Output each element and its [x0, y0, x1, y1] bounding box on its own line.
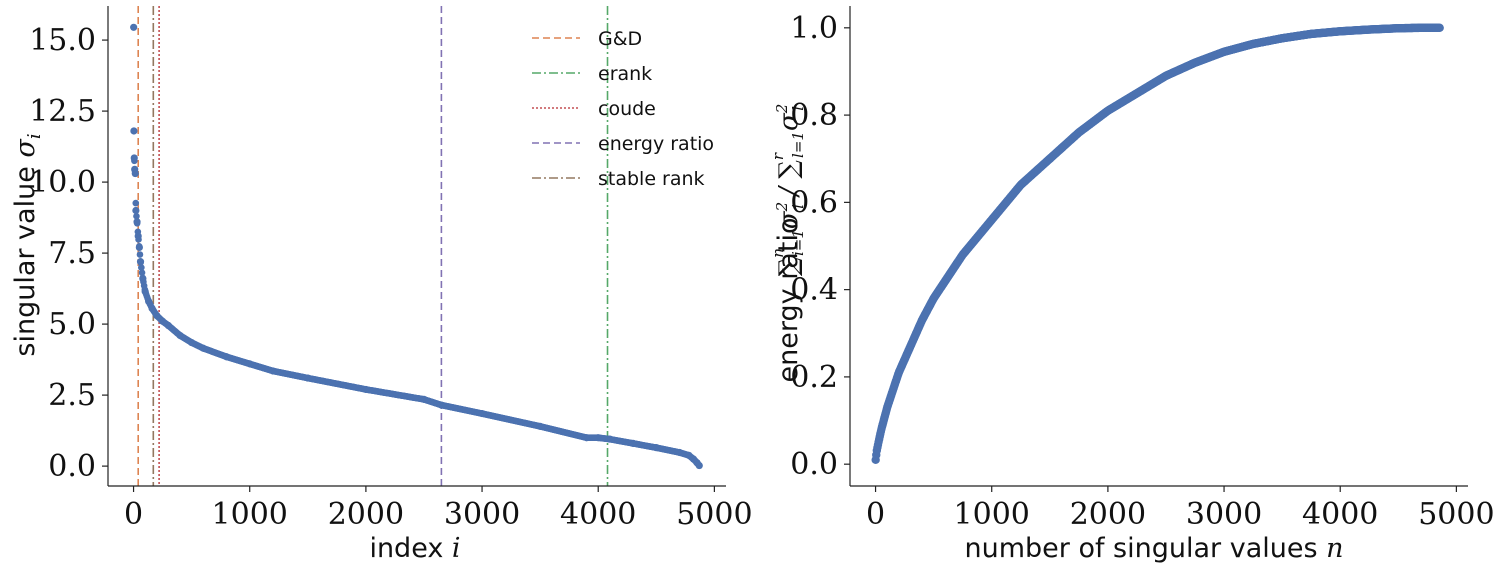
- data-point: [138, 269, 146, 276]
- data-point: [136, 251, 144, 258]
- reference-lines: [137, 6, 609, 486]
- data-point: [131, 168, 139, 176]
- legend-item-coude: coude: [532, 98, 656, 120]
- legend-item-energy-ratio: energy ratio: [532, 133, 714, 155]
- data-point: [134, 228, 142, 236]
- y-tick-label: 5.0: [48, 307, 96, 342]
- data-point: [135, 242, 143, 250]
- y-tick-label: 0.6: [790, 185, 838, 220]
- x-tick-label: 0: [866, 497, 885, 532]
- y-tick-label: 12.5: [29, 94, 96, 129]
- y-axis-label-left: singular value σi: [10, 133, 45, 356]
- energy-ratio-plot: 0 1000 2000 3000 4000 50000.00.20.40.60.81.0 …: [769, 6, 1494, 564]
- data-point: [1435, 23, 1444, 33]
- y-tick-label: 0.0: [790, 447, 838, 482]
- y-tick-label: 0.4: [790, 273, 838, 308]
- x-tick-label: 3000: [444, 497, 520, 532]
- y-tick-label: 1.0: [790, 11, 838, 46]
- legend-label: coude: [598, 98, 656, 120]
- data-point: [133, 212, 140, 220]
- legend-label: G&D: [598, 28, 642, 50]
- x-tick-label: 2000: [1070, 497, 1146, 532]
- singular-value-plot: 0 1000 2000 3000 4000 5000 0.0 2.5 5.0 7.5 10.0 12.…: [10, 6, 753, 564]
- data-point: [137, 259, 144, 266]
- data-point: [133, 219, 141, 227]
- x-tick-label: 4000: [560, 497, 636, 532]
- data-point: [138, 264, 145, 271]
- x-tick-label: 2000: [328, 497, 404, 532]
- x-axis-label-left: index i: [369, 533, 460, 564]
- legend-label: stable rank: [598, 168, 705, 190]
- svg-text:energy ratio: energy ratio: [773, 218, 804, 383]
- x-tick-label: 5000: [676, 497, 752, 532]
- data-point: [135, 236, 142, 243]
- x-tick-label: 5000: [1418, 497, 1494, 532]
- y-tick-label: 0.0: [48, 449, 96, 484]
- singular-value-points: [130, 23, 703, 470]
- legend-item-erank: erank: [532, 63, 652, 85]
- right-axes: 0 1000 2000 3000 4000 5000 0.0 0.2 0.4 0.6 0.8 1.0: [790, 6, 1494, 532]
- y-tick-label: 2.5: [48, 378, 96, 413]
- y-tick-label: 0.2: [790, 360, 838, 395]
- legend-item-g-d: G&D: [532, 28, 642, 50]
- x-axis-label-right: number of singular values n: [964, 533, 1343, 564]
- legend-label: erank: [598, 63, 652, 85]
- energy-ratio-points: [871, 23, 1444, 465]
- legend: G&D erank coude energy ratio stable rank: [532, 28, 714, 190]
- data-point: [132, 206, 140, 215]
- y-tick-label: 15.0: [29, 23, 96, 58]
- y-tick-label: 7.5: [48, 236, 96, 271]
- data-point: [130, 24, 137, 31]
- y-tick-label: 0.8: [790, 98, 838, 133]
- data-point: [132, 199, 140, 207]
- x-tick-label: 0: [124, 497, 143, 532]
- data-point: [131, 157, 138, 165]
- data-point: [130, 127, 138, 135]
- left-axes: 0 1000 2000 3000 4000 5000 0.0 2.5 5.0 7.5 10.0 12.…: [29, 6, 753, 532]
- x-tick-label: 1000: [212, 497, 288, 532]
- x-tick-label: 4000: [1302, 497, 1378, 532]
- legend-label: energy ratio: [598, 133, 714, 155]
- y-tick-label: 10.0: [29, 165, 96, 200]
- y-axis-label-right: energy ratio ∑n i=1σ2i / ∑r l=1σ2l: [769, 104, 807, 383]
- x-tick-label: 1000: [954, 497, 1030, 532]
- x-tick-label: 3000: [1186, 497, 1262, 532]
- legend-item-stable-rank: stable rank: [532, 168, 705, 190]
- data-point: [695, 461, 703, 469]
